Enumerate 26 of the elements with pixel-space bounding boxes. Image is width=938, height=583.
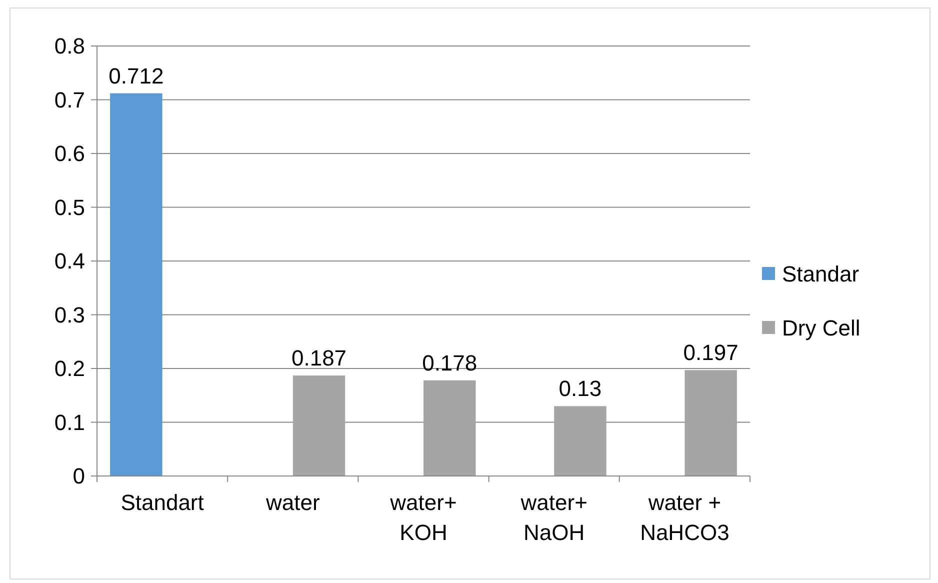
data-label: 0.712 [108,63,164,88]
bar [292,375,346,476]
x-tick-label: water+ KOH [389,490,457,545]
bar [424,380,476,476]
y-tick-label: 0.8 [54,34,85,59]
y-tick-label: 0.3 [54,302,85,328]
y-tick-label: 0.1 [54,410,85,435]
y-tick-label: 0.4 [54,248,85,274]
y-tick-label: 0.7 [54,87,85,112]
data-label: 0.13 [558,376,602,402]
data-label: 0.197 [683,340,738,366]
x-tick-label: Standart [120,490,204,515]
y-tick-label: 0.2 [54,356,85,382]
legend-label: Dry Cell [782,316,860,341]
data-label: 0.187 [291,345,347,370]
y-tick-label: 0.5 [54,194,85,220]
x-tick-label: water+ NaOH [520,490,588,545]
bar [684,370,737,476]
x-tick-label: water [265,490,320,515]
bar [110,93,162,476]
legend-label: Standar [782,262,860,287]
x-tick-label: water + NaHCO3 [640,490,730,545]
y-tick-label: 0.6 [54,141,85,166]
y-tick-label: 0 [72,464,85,489]
bar [554,406,606,476]
data-label: 0.178 [422,350,478,376]
